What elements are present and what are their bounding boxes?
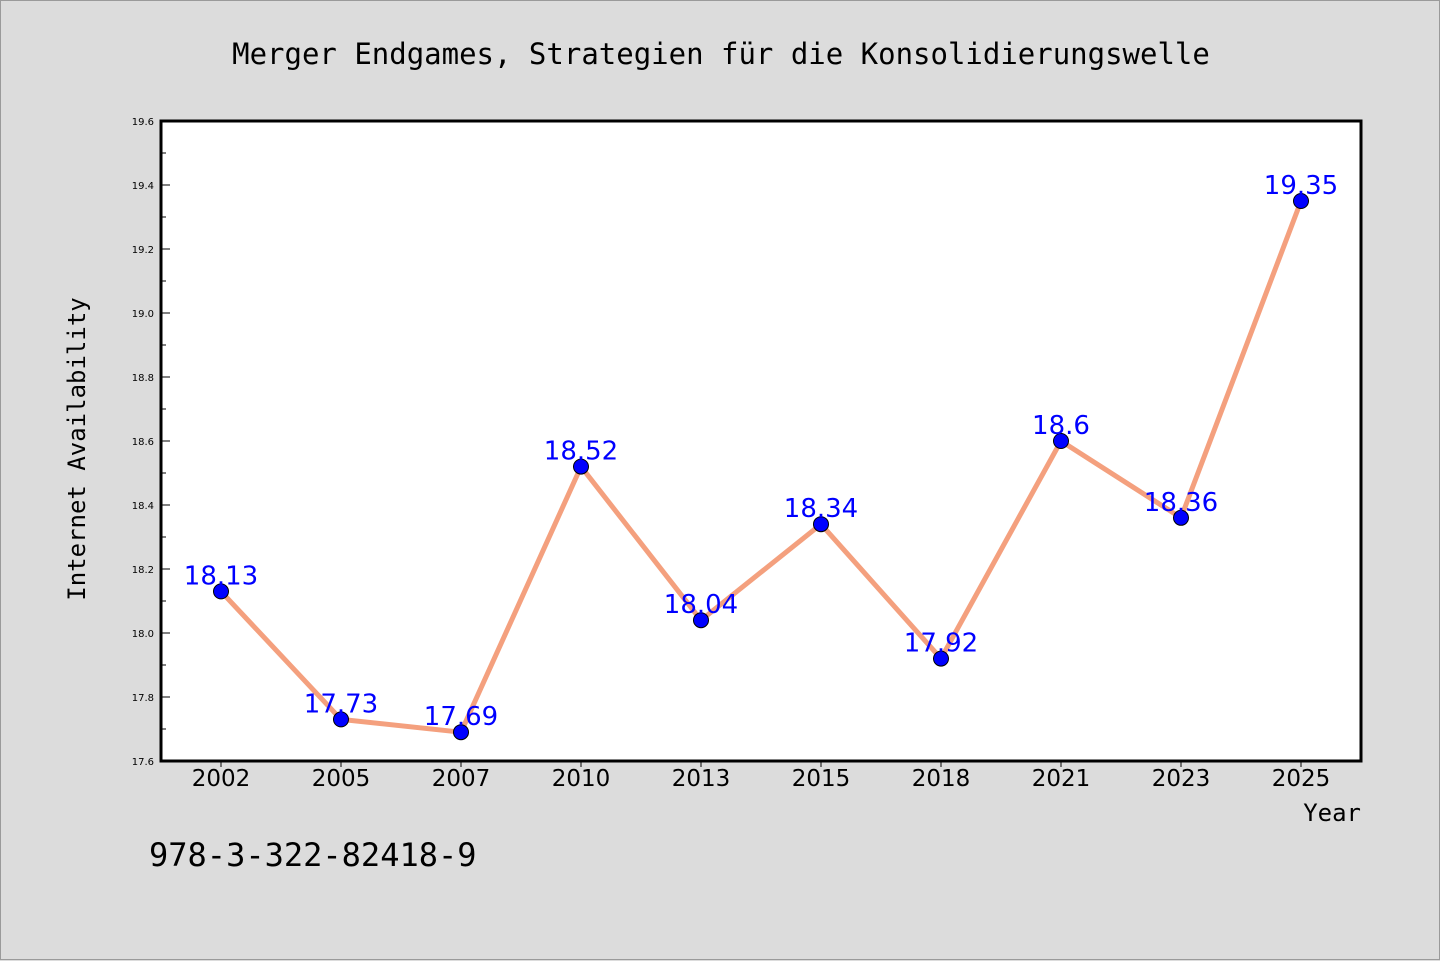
data-label: 18.13 <box>184 561 258 591</box>
y-tick-label: 19.2 <box>132 245 154 256</box>
data-label: 18.04 <box>664 590 738 620</box>
data-label: 18.52 <box>544 437 618 467</box>
data-point-marker[interactable] <box>933 650 949 667</box>
x-tick-label: 2018 <box>912 766 971 792</box>
x-tick-label: 2015 <box>792 766 851 792</box>
isbn-annotation: 978-3-322-82418-9 <box>149 836 477 874</box>
y-tick-label: 17.6 <box>132 757 154 768</box>
y-axis-label: Internet Availability <box>63 297 91 600</box>
data-point-marker[interactable] <box>813 516 829 533</box>
data-label: 17.73 <box>304 689 378 719</box>
y-tick-label: 18.2 <box>132 565 154 576</box>
y-tick-label: 19.4 <box>132 181 154 192</box>
x-tick-label: 2013 <box>672 766 731 792</box>
y-tick-label: 18.0 <box>132 629 154 640</box>
data-label: 17.69 <box>424 702 498 732</box>
x-tick-label: 2002 <box>192 766 251 792</box>
data-label: 18.34 <box>784 494 858 524</box>
y-tick-label: 18.8 <box>132 373 154 384</box>
series-line <box>218 198 1304 735</box>
data-point-marker[interactable] <box>1293 193 1309 209</box>
x-tick-label: 2021 <box>1032 766 1091 792</box>
y-tick-label: 18.6 <box>132 437 154 448</box>
data-point-marker[interactable] <box>573 458 589 475</box>
y-tick-label: 19.0 <box>132 309 154 320</box>
data-label: 17.92 <box>904 629 978 659</box>
data-point-marker[interactable] <box>333 711 349 728</box>
data-point-marker[interactable] <box>213 583 229 600</box>
x-tick-label: 2023 <box>1152 766 1211 792</box>
y-tick-label: 19.6 <box>132 117 154 128</box>
data-point-marker[interactable] <box>453 724 469 741</box>
data-point-marker[interactable] <box>1173 509 1189 526</box>
data-label: 18.6 <box>1032 411 1090 441</box>
x-tick-label: 2010 <box>552 766 611 792</box>
y-tick-label: 18.4 <box>132 501 154 512</box>
data-point-marker[interactable] <box>693 612 709 629</box>
plot-frame <box>159 119 1363 763</box>
chart-title: Merger Endgames, Strategien für die Kons… <box>232 37 1210 71</box>
data-point-marker[interactable] <box>1053 433 1069 449</box>
plot-area: 17.6 17.8 18.0 18.2 18.4 18.6 18.8 19.0 19.2 19.4… <box>132 117 1363 792</box>
x-tick-label: 2025 <box>1272 766 1331 792</box>
x-tick-label: 2007 <box>432 766 491 792</box>
x-axis-label: Year <box>1303 799 1361 827</box>
y-tick-label: 17.8 <box>132 693 154 704</box>
data-label: 18.36 <box>1144 488 1218 518</box>
data-label: 19.35 <box>1264 171 1338 201</box>
x-tick-label: 2005 <box>312 766 371 792</box>
